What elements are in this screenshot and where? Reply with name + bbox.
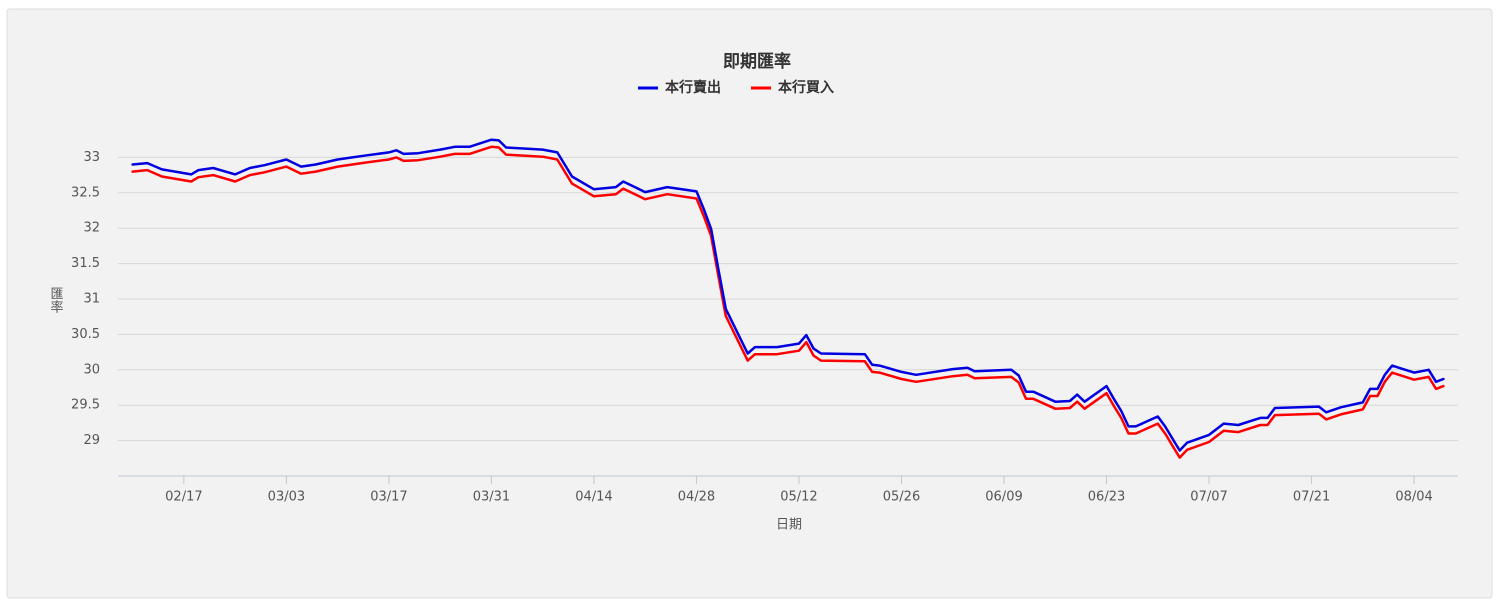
y-tick-label: 30.5 (71, 327, 100, 342)
x-tick-label: 05/12 (780, 490, 817, 505)
chart-title: 即期匯率 (723, 51, 791, 72)
x-tick-label: 08/04 (1395, 490, 1432, 505)
x-axis-label: 日期 (776, 518, 802, 533)
x-tick-label: 03/17 (370, 490, 407, 505)
x-tick-label: 03/31 (473, 490, 510, 505)
x-tick-label: 04/28 (678, 490, 715, 505)
y-tick-label: 31 (83, 292, 100, 307)
y-tick-label: 29.5 (71, 398, 100, 413)
y-tick-label: 32.5 (71, 185, 100, 200)
x-tick-label: 06/23 (1088, 490, 1125, 505)
x-tick-label: 05/26 (883, 490, 920, 505)
y-tick-label: 32 (83, 221, 100, 236)
x-tick-label: 02/17 (165, 490, 202, 505)
x-tick-label: 04/14 (575, 490, 612, 505)
y-tick-label: 29 (83, 433, 100, 448)
series-line (131, 138, 1445, 452)
x-tick-label: 07/21 (1293, 490, 1330, 505)
legend-label: 本行賣出 (665, 79, 721, 96)
x-tick-label: 07/07 (1190, 490, 1227, 505)
x-tick-label: 03/03 (268, 490, 305, 505)
y-tick-label: 33 (83, 150, 100, 165)
y-tick-label: 30 (83, 362, 100, 377)
y-axis-label: 匯率 (48, 287, 64, 313)
chart-panel (6, 8, 1493, 599)
legend-label: 本行買入 (778, 79, 834, 96)
series-line (131, 145, 1445, 459)
y-tick-label: 31.5 (71, 256, 100, 271)
x-tick-label: 06/09 (985, 490, 1022, 505)
